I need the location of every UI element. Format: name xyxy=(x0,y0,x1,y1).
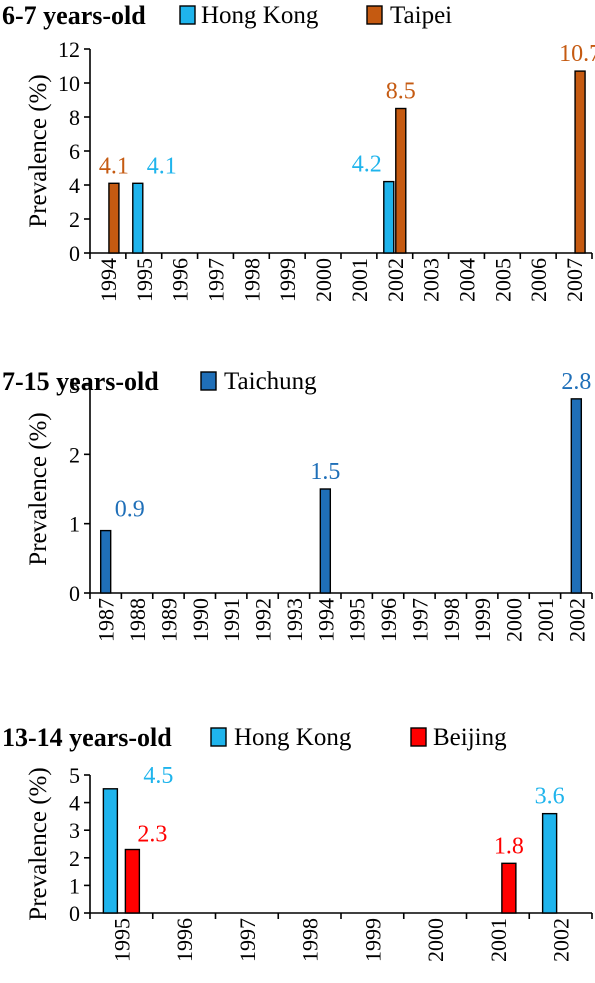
y-tick-label: 4 xyxy=(69,173,80,198)
x-tick-label: 1989 xyxy=(156,598,181,642)
y-tick-label: 0 xyxy=(69,581,80,606)
data-label: 0.9 xyxy=(115,497,145,523)
x-tick-label: 2000 xyxy=(423,918,448,962)
bar xyxy=(99,529,112,594)
x-tick-label: 2003 xyxy=(419,258,444,302)
x-tick-label: 1999 xyxy=(360,918,385,962)
data-label: 1.8 xyxy=(494,833,524,859)
x-tick-label: 1996 xyxy=(168,258,193,302)
bar xyxy=(319,488,332,594)
bar xyxy=(108,182,120,254)
x-tick-label: 1992 xyxy=(251,598,276,642)
x-tick-label: 1993 xyxy=(282,598,307,642)
x-tick-label: 1997 xyxy=(235,918,260,962)
data-label: 8.5 xyxy=(386,79,416,105)
y-tick-label: 0 xyxy=(69,241,80,266)
x-tick-label: 2001 xyxy=(533,598,558,642)
chart-panel-1: 6-7 years-old Hong Kong Taipei Prevalence (… xyxy=(2,1,595,302)
y-axis-label: Prevalence (%) xyxy=(25,74,52,227)
bar xyxy=(395,107,407,254)
y-tick-label: 10 xyxy=(58,71,80,96)
legend-entry: Taichung xyxy=(224,368,317,395)
x-tick-label: 1990 xyxy=(188,598,213,642)
y-tick-label: 1 xyxy=(69,512,80,537)
x-tick-label: 1995 xyxy=(345,598,370,642)
bar xyxy=(383,180,395,254)
legend-swatch xyxy=(179,5,196,25)
data-label: 2.8 xyxy=(561,369,591,395)
x-tick-label: 1991 xyxy=(219,598,244,642)
legend-entry: Beijing xyxy=(433,724,507,751)
legend-swatch xyxy=(366,5,383,25)
data-label: 3.6 xyxy=(535,784,565,810)
legend-swatch xyxy=(410,727,427,747)
legend-swatch xyxy=(210,727,227,747)
legend-entry: Hong Kong xyxy=(201,2,319,29)
x-tick-label: 2000 xyxy=(502,598,527,642)
x-tick-label: 1995 xyxy=(132,258,157,302)
chart-panel-2: 7-15 years-old Taichung Prevalence (%) 0 1 2 3… xyxy=(2,367,593,642)
x-tick-label: 2006 xyxy=(526,258,551,302)
x-tick-label: 1996 xyxy=(376,598,401,642)
x-tick-label: 1998 xyxy=(298,918,323,962)
y-axis-label: Prevalence (%) xyxy=(25,412,52,565)
y-tick-label: 5 xyxy=(69,763,80,788)
y-tick-label: 4 xyxy=(69,791,80,816)
x-tick-label: 2001 xyxy=(486,918,511,962)
y-tick-label: 6 xyxy=(69,139,80,164)
y-tick-label: 3 xyxy=(69,373,80,398)
chart-title: 7-15 years-old xyxy=(2,367,159,396)
data-label: 4.5 xyxy=(143,763,173,789)
x-tick-label: 1999 xyxy=(275,258,300,302)
x-tick-label: 2004 xyxy=(455,258,480,302)
x-tick-label: 2002 xyxy=(383,258,408,302)
x-tick-label: 1998 xyxy=(239,258,264,302)
y-axis-label: Prevalence (%) xyxy=(25,767,52,920)
x-tick-label: 1994 xyxy=(96,258,121,302)
bar xyxy=(132,182,144,254)
chart-title: 13-14 years-old xyxy=(2,723,172,752)
data-label: 1.5 xyxy=(310,459,340,485)
x-tick-label: 1999 xyxy=(470,598,495,642)
chart-panel-3: 13-14 years-old Hong Kong Beijing Prevalenc… xyxy=(2,723,593,962)
x-tick-label: 1996 xyxy=(172,918,197,962)
bar xyxy=(124,848,141,914)
x-tick-label: 2005 xyxy=(490,258,515,302)
bar xyxy=(102,788,119,914)
legend-entry: Taipei xyxy=(390,2,452,29)
bar xyxy=(574,70,586,254)
legend-entry: Hong Kong xyxy=(234,724,352,751)
y-tick-label: 1 xyxy=(69,873,80,898)
x-tick-label: 1998 xyxy=(439,598,464,642)
x-tick-label: 1997 xyxy=(204,258,229,302)
data-label: 10.7 xyxy=(559,41,595,67)
x-tick-label: 2007 xyxy=(562,258,587,302)
chart-title: 6-7 years-old xyxy=(2,1,146,30)
y-tick-label: 8 xyxy=(69,105,80,130)
data-label: 4.1 xyxy=(147,153,177,179)
x-tick-label: 2002 xyxy=(549,918,574,962)
bar xyxy=(541,812,558,914)
bar xyxy=(501,862,517,914)
legend-swatch xyxy=(200,371,217,391)
data-label: 2.3 xyxy=(137,822,167,848)
x-tick-label: 1987 xyxy=(94,598,119,642)
y-tick-label: 2 xyxy=(69,207,80,232)
x-tick-label: 2002 xyxy=(564,598,589,642)
x-tick-label: 2001 xyxy=(347,258,372,302)
x-tick-label: 1997 xyxy=(407,598,432,642)
y-tick-label: 2 xyxy=(69,846,80,871)
x-tick-label: 2000 xyxy=(311,258,336,302)
bar xyxy=(570,398,583,594)
x-tick-label: 1994 xyxy=(313,598,338,642)
y-tick-label: 0 xyxy=(69,901,80,926)
y-tick-label: 3 xyxy=(69,818,80,843)
x-tick-label: 1995 xyxy=(109,918,134,962)
y-tick-label: 12 xyxy=(58,37,80,62)
data-label: 4.1 xyxy=(99,153,129,179)
data-label: 4.2 xyxy=(352,152,382,178)
y-tick-label: 2 xyxy=(69,442,80,467)
x-tick-label: 1988 xyxy=(125,598,150,642)
